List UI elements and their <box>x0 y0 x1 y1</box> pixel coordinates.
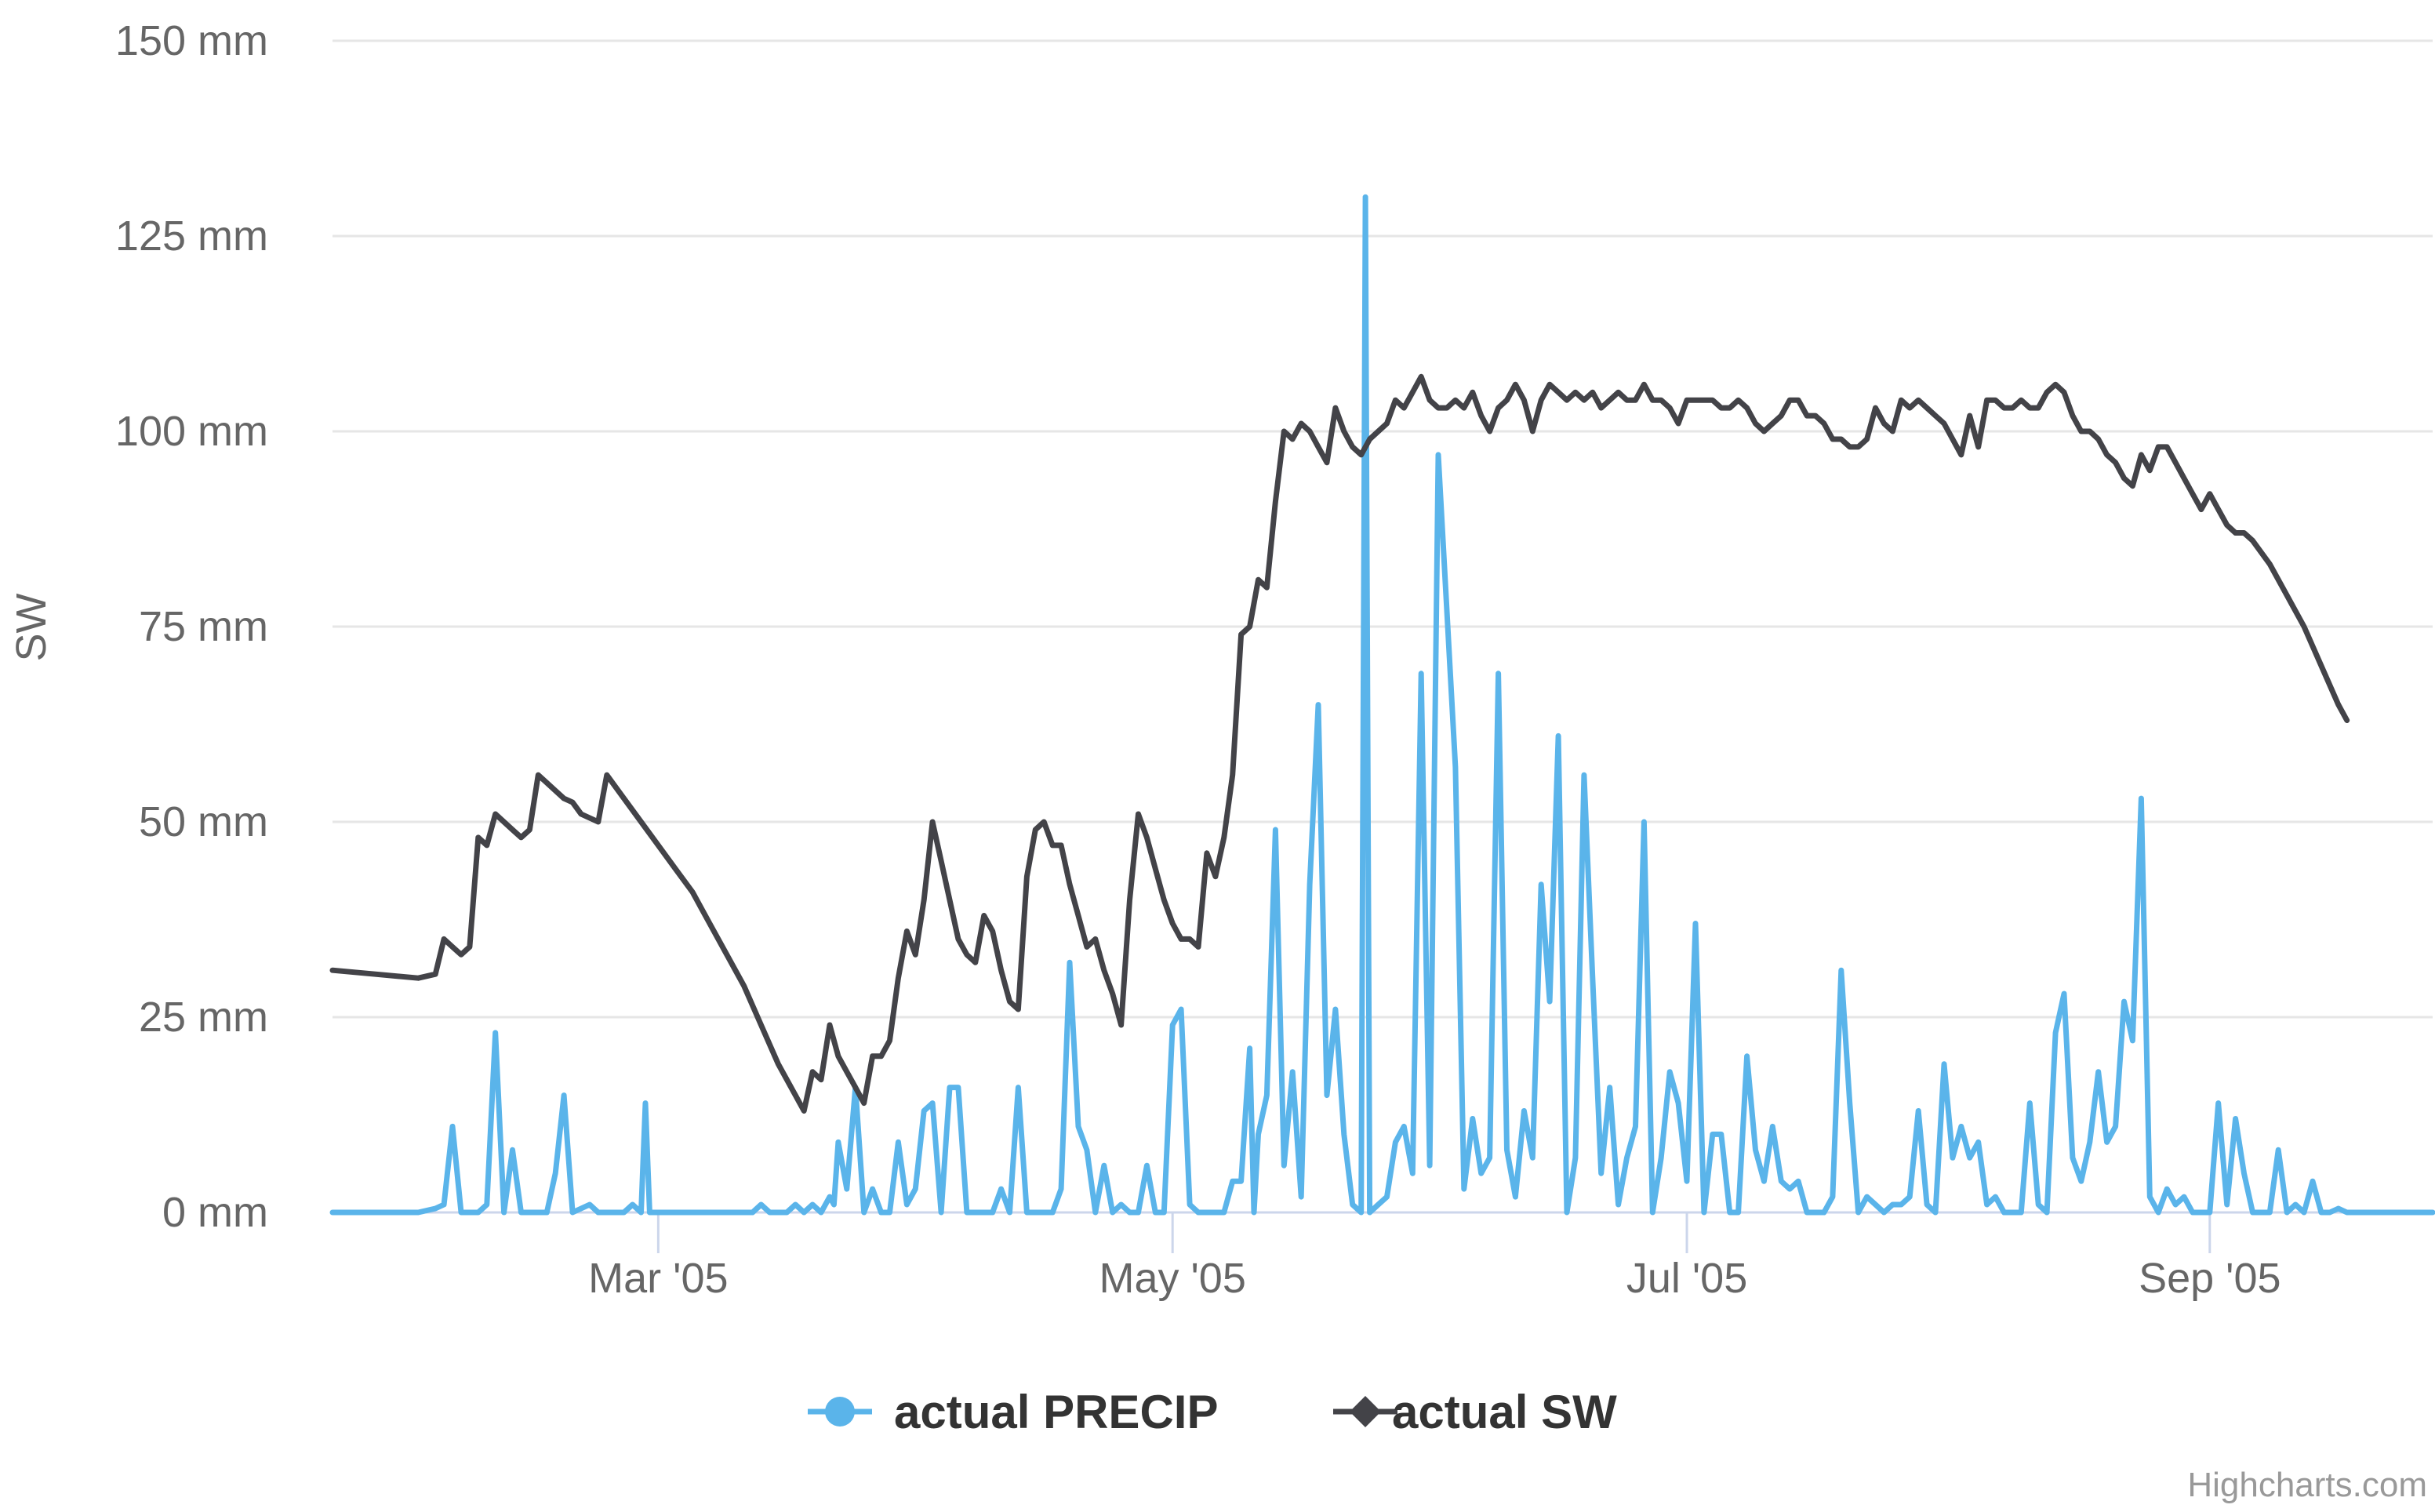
x-tick-label: May '05 <box>1099 1255 1245 1302</box>
legend-item-actual-precip[interactable]: actual PRECIP <box>808 1386 1218 1438</box>
y-axis-title: SW <box>8 593 55 661</box>
y-tick-label: 150 mm <box>115 17 268 64</box>
y-tick-label: 125 mm <box>115 213 268 260</box>
legend-circle-marker <box>825 1397 855 1427</box>
y-tick-label: 100 mm <box>115 408 268 455</box>
series-line-actual-precip[interactable] <box>329 194 2435 1216</box>
legend-item-actual-sw[interactable]: actual SW <box>1333 1386 1617 1438</box>
series-layer <box>329 194 2435 1216</box>
x-tick-label: Jul '05 <box>1626 1255 1747 1302</box>
x-tick-label: Mar '05 <box>588 1255 728 1302</box>
legend: actual PRECIP actual SW <box>808 1386 1617 1438</box>
legend-label: actual SW <box>1392 1386 1617 1438</box>
y-tick-label: 25 mm <box>139 994 268 1041</box>
credits-link[interactable]: Highcharts.com <box>2187 1466 2427 1504</box>
grid-lines <box>333 39 2433 1019</box>
y-tick-label: 50 mm <box>139 798 268 845</box>
legend-label: actual PRECIP <box>894 1386 1218 1438</box>
y-axis-labels: 0 mm 25 mm 50 mm 75 mm 100 mm 125 mm 150 mm <box>115 17 268 1236</box>
x-axis: Mar '05 May '05 Jul '05 Sep '05 <box>333 1211 2433 1302</box>
y-tick-label: 75 mm <box>139 603 268 650</box>
x-tick-label: Sep '05 <box>2139 1255 2281 1302</box>
series-line-actual-sw[interactable] <box>329 373 2350 1114</box>
legend-diamond-marker <box>1350 1396 1381 1427</box>
y-tick-label: 0 mm <box>162 1189 268 1236</box>
